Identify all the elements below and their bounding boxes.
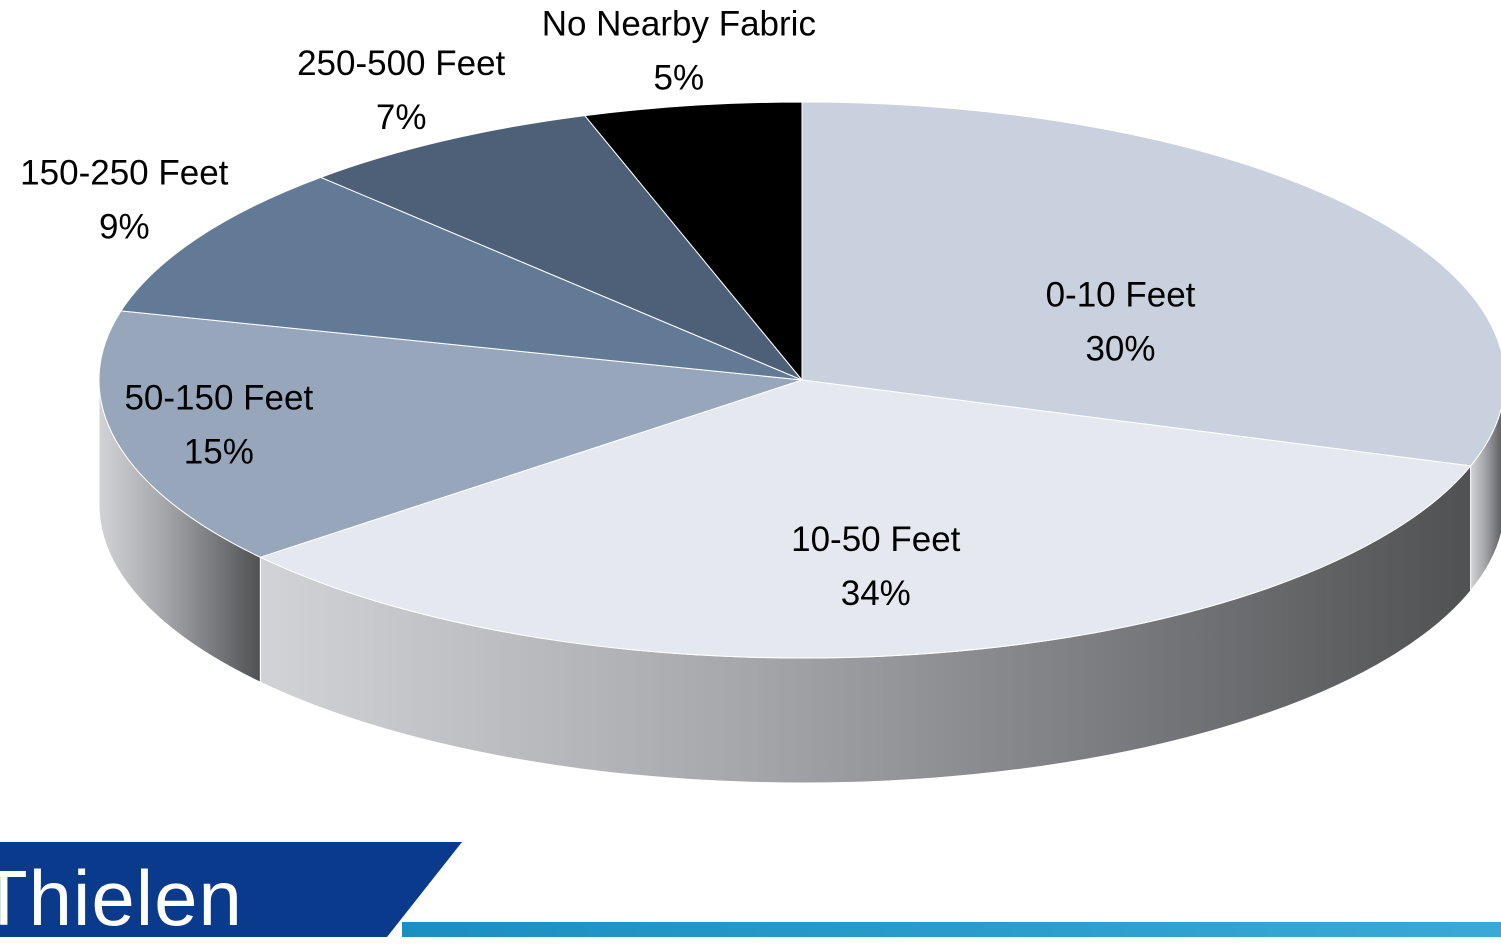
pie-labels: 0-10 Feet 30% 10-50 Feet 34% 50-150 Feet 15% 1… xyxy=(20,4,1195,612)
slice-label-250-500-feet: 250-500 Feet xyxy=(297,44,505,83)
slice-label-10-50-feet: 10-50 Feet xyxy=(791,520,961,559)
slice-label-0-10-feet: 0-10 Feet xyxy=(1046,275,1196,314)
pie-slice-no-nearby-fabric xyxy=(583,101,803,382)
pie-slice-0-10-feet xyxy=(801,101,1501,467)
slice-label-150-250-feet: 150-250 Feet xyxy=(20,154,228,193)
pie-sides xyxy=(98,379,1501,784)
pie-slice-50-150-feet xyxy=(98,310,803,558)
slice-value-250-500-feet: 7% xyxy=(376,98,427,137)
brand-navy-shape xyxy=(0,842,462,937)
brand-banner xyxy=(0,842,1501,937)
pie-slices xyxy=(98,101,1501,659)
slice-value-no-nearby-fabric: 5% xyxy=(654,58,705,97)
pie-slice-150-250-feet xyxy=(120,176,803,381)
slice-value-10-50-feet: 34% xyxy=(841,574,911,613)
slice-value-50-150-feet: 15% xyxy=(184,433,254,472)
brand-teal-bar xyxy=(402,922,1501,937)
slice-value-150-250-feet: 9% xyxy=(99,208,150,247)
brand-logo-text: Thielen xyxy=(0,854,243,942)
slice-label-no-nearby-fabric: No Nearby Fabric xyxy=(542,4,816,43)
pie-slice-10-50-feet xyxy=(258,379,1472,659)
pie-slice-250-500-feet xyxy=(319,115,803,381)
slice-label-50-150-feet: 50-150 Feet xyxy=(124,379,313,418)
slice-value-0-10-feet: 30% xyxy=(1085,329,1155,368)
